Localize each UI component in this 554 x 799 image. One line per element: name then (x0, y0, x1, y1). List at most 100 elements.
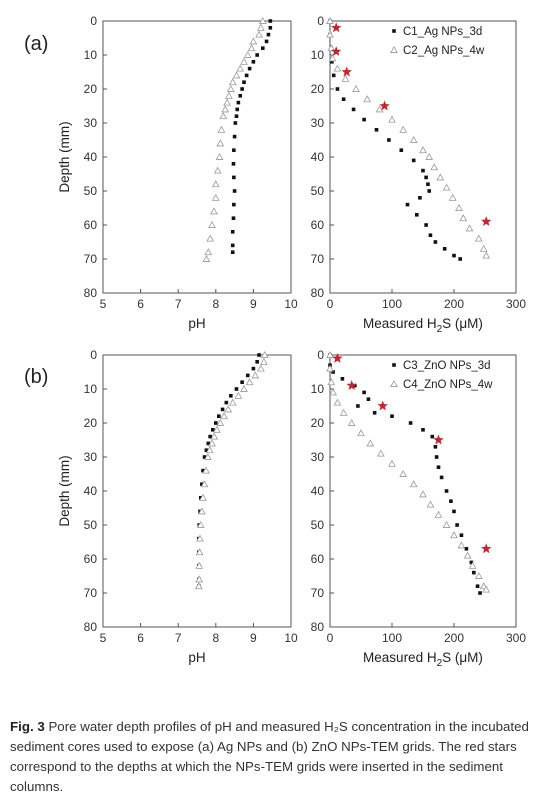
x-tick-label: 0 (327, 631, 334, 645)
data-point (208, 434, 212, 439)
data-point (268, 26, 273, 30)
data-point (247, 66, 252, 71)
data-point (201, 468, 205, 473)
data-point (202, 254, 211, 262)
insertion-star (332, 352, 343, 363)
data-point (419, 146, 427, 154)
data-point (430, 434, 435, 439)
data-point (366, 397, 371, 401)
data-point (455, 523, 459, 527)
data-point (335, 87, 340, 91)
y-tick-label: 50 (84, 518, 98, 532)
data-point (240, 380, 244, 384)
y-tick-label: 30 (311, 116, 325, 130)
x-tick-label: 8 (212, 297, 219, 311)
x-tick-label: 5 (100, 297, 107, 311)
data-point (210, 428, 215, 432)
data-point (217, 414, 221, 418)
data-point (347, 418, 356, 426)
data-point (198, 507, 206, 515)
data-point (326, 30, 334, 38)
data-point (257, 364, 265, 372)
y-tick-label: 20 (311, 82, 325, 96)
data-point (205, 446, 214, 454)
data-point (482, 251, 491, 259)
data-point (211, 193, 220, 201)
data-point (474, 234, 483, 242)
data-point (213, 425, 221, 433)
series-C1_Ag NPs_3d (328, 19, 462, 261)
data-point (233, 121, 238, 125)
legend-label: C2_Ag NPs_4w (403, 45, 485, 57)
data-point (357, 429, 365, 437)
data-point (329, 388, 337, 396)
data-point (444, 489, 449, 493)
data-point (341, 97, 346, 101)
data-point (459, 533, 464, 537)
data-point (425, 152, 434, 160)
data-point (450, 531, 458, 539)
data-point (258, 16, 267, 24)
data-point (195, 561, 204, 569)
data-point (255, 30, 263, 38)
data-point (224, 400, 229, 405)
data-point (326, 16, 334, 24)
data-point (260, 357, 268, 365)
data-point (210, 207, 218, 215)
insertion-star (377, 400, 388, 411)
data-point (242, 80, 246, 84)
data-point (220, 412, 228, 420)
data-point (482, 585, 491, 593)
data-point (257, 353, 261, 357)
data-point (232, 148, 236, 152)
data-point (199, 493, 207, 501)
data-point (362, 117, 366, 122)
data-point (257, 23, 265, 31)
data-point (327, 44, 336, 52)
data-point (375, 105, 384, 113)
series-grid-insertion-stars (332, 352, 492, 554)
data-point (216, 139, 225, 147)
data-point (198, 496, 203, 500)
data-point (226, 84, 235, 92)
data-point (439, 475, 444, 480)
data-point (244, 73, 249, 78)
y-tick-label: 0 (90, 348, 97, 362)
data-point (331, 73, 336, 78)
data-point (433, 445, 438, 449)
y-tick-label: 50 (84, 184, 98, 198)
data-point (478, 591, 482, 595)
data-point (366, 439, 375, 447)
x-tick-label: 200 (444, 631, 464, 645)
data-point (234, 114, 239, 118)
x-tick-label: 7 (175, 631, 182, 645)
data-point (442, 183, 451, 191)
data-point (362, 390, 366, 395)
data-point (421, 168, 425, 173)
data-point (232, 175, 236, 180)
data-point (196, 534, 204, 542)
panel-label: (a) (24, 33, 48, 55)
data-point (421, 428, 425, 432)
y-tick-label: 40 (311, 484, 325, 498)
y-tick-label: 70 (311, 252, 325, 266)
data-point (213, 166, 222, 174)
insertion-star (379, 100, 390, 111)
x-tick-label: 7 (175, 297, 182, 311)
data-point (419, 490, 427, 498)
data-point (442, 247, 447, 251)
y-tick-label: 60 (84, 552, 98, 566)
data-point (232, 134, 237, 139)
data-point (202, 466, 210, 474)
data-point (200, 482, 204, 486)
y-tick-label: 20 (84, 82, 98, 96)
data-point (430, 163, 439, 171)
data-point (261, 46, 265, 50)
data-point (208, 220, 216, 228)
data-point (219, 112, 228, 120)
caption-label: Fig. 3 (10, 719, 45, 734)
data-point (452, 253, 456, 258)
data-point (457, 541, 466, 549)
data-point (249, 37, 258, 45)
y-tick-label: 40 (84, 484, 98, 498)
